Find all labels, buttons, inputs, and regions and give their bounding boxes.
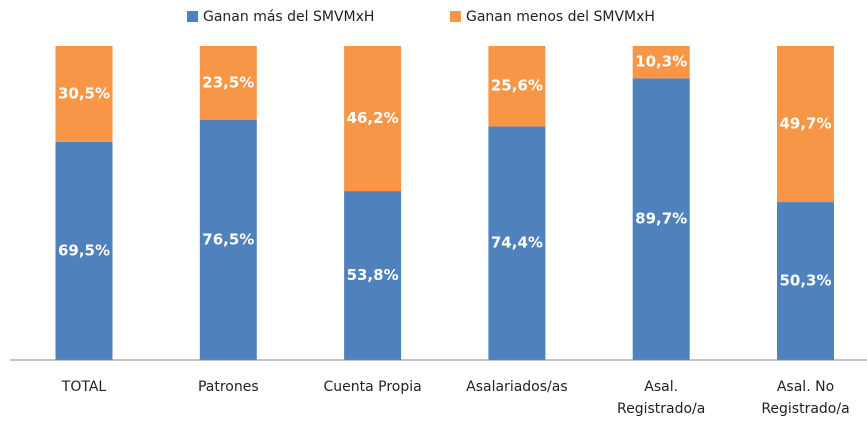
value-label: 23,5% bbox=[202, 73, 254, 91]
x-tick-label: TOTAL bbox=[61, 379, 107, 395]
value-label: 74,4% bbox=[491, 234, 543, 252]
bar-segment bbox=[344, 46, 402, 192]
bar-segment bbox=[55, 141, 113, 360]
bar-segment bbox=[55, 46, 113, 142]
x-tick-label: Cuenta Propia bbox=[323, 379, 422, 395]
bar-segment bbox=[488, 126, 546, 360]
legend-swatch bbox=[450, 11, 461, 22]
legend-label: Ganan menos del SMVMxH bbox=[466, 9, 655, 25]
x-tick-label: Patrones bbox=[197, 379, 259, 395]
x-tick-label: Asal. No Registrado/a bbox=[761, 379, 850, 417]
bar-segment bbox=[488, 46, 546, 127]
x-tick-label: Asalariados/as bbox=[466, 379, 568, 395]
bar-segment bbox=[199, 119, 257, 360]
value-label: 89,7% bbox=[635, 210, 687, 228]
legend-label: Ganan más del SMVMxH bbox=[203, 9, 374, 25]
x-tick-label: Asal. Registrado/a bbox=[617, 379, 706, 417]
value-label: 69,5% bbox=[58, 241, 110, 259]
bar-segment bbox=[777, 46, 834, 203]
bar-segment bbox=[632, 78, 690, 360]
value-label: 25,6% bbox=[491, 77, 543, 95]
value-label: 46,2% bbox=[347, 109, 399, 127]
bar-segment bbox=[777, 202, 834, 360]
bar-segment bbox=[344, 191, 402, 360]
value-label: 10,3% bbox=[635, 53, 687, 71]
value-label: 49,7% bbox=[779, 115, 831, 133]
value-label: 53,8% bbox=[347, 266, 399, 284]
bar-segment bbox=[632, 46, 690, 79]
value-label: 76,5% bbox=[202, 230, 254, 248]
bar-segment bbox=[199, 46, 257, 120]
value-label: 50,3% bbox=[779, 272, 831, 290]
value-label: 30,5% bbox=[58, 84, 110, 102]
legend-swatch bbox=[187, 11, 198, 22]
